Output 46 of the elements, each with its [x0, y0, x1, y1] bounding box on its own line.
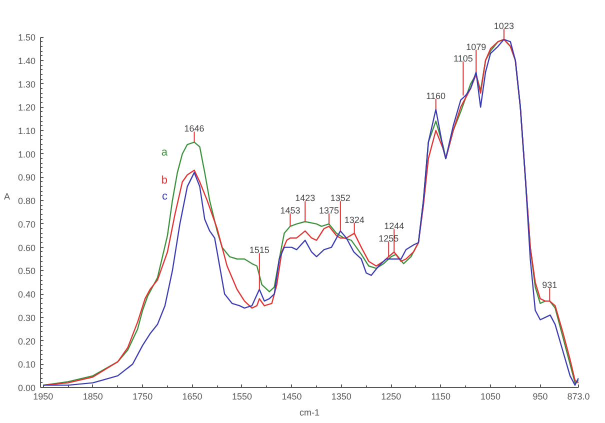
y-tick-label: 0.40 [18, 290, 36, 300]
x-tick-label: 1950 [33, 392, 54, 402]
y-tick-label: 1.40 [18, 56, 36, 66]
annotation: 1244 [384, 221, 404, 232]
annotation: 1453 [280, 205, 300, 216]
y-tick-label: 1.30 [18, 79, 36, 90]
annotation: 1423 [295, 193, 316, 204]
x-tick-label: 1150 [431, 392, 450, 402]
y-tick-label: 0.80 [18, 196, 36, 206]
y-tick-label: 1.00 [18, 149, 36, 160]
annotation: 1375 [318, 205, 339, 216]
annotation: 1352 [330, 193, 350, 204]
annotation: 1324 [344, 214, 364, 225]
annotation: 1023 [494, 20, 514, 31]
x-axis-title: cm-1 [300, 408, 320, 418]
y-tick-label: 1.10 [18, 126, 36, 136]
y-tick-label: 0.10 [18, 360, 36, 370]
x-tick-label: 1750 [132, 392, 153, 402]
y-axis-title: A [4, 192, 10, 202]
x-tick-label: 873.0 [567, 392, 590, 402]
y-tick-label: 0.00 [18, 383, 36, 393]
y-tick-label: 0.90 [18, 172, 36, 183]
y-tick-label: 0.50 [18, 266, 36, 276]
x-tick-label: 1350 [331, 392, 352, 402]
x-tick-label: 950 [532, 392, 548, 402]
y-tick-label: 0.60 [18, 242, 36, 253]
series-label: a [161, 146, 168, 159]
x-tick-label: 1450 [282, 392, 302, 402]
y-tick-label: 1.20 [18, 102, 36, 113]
annotation: 1515 [249, 245, 270, 256]
x-tick-label: 1250 [381, 392, 402, 402]
x-tick-label: 1850 [82, 392, 103, 402]
annotation: 1160 [426, 90, 446, 101]
x-tick-label: 1050 [480, 392, 501, 402]
y-tick-label: 0.30 [18, 312, 36, 323]
annotation: 1079 [466, 42, 486, 52]
series-label: b [161, 174, 168, 187]
series-label: c [162, 190, 168, 202]
y-tick-label: 0.20 [18, 336, 36, 346]
annotation: 1646 [184, 124, 204, 134]
annotation: 931 [542, 280, 558, 290]
x-tick-label: 1650 [182, 392, 202, 402]
x-tick-label: 1550 [232, 392, 252, 402]
annotation: 1105 [454, 54, 473, 64]
y-tick-label: 1.50 [18, 32, 36, 43]
y-tick-label: 0.70 [18, 219, 36, 230]
